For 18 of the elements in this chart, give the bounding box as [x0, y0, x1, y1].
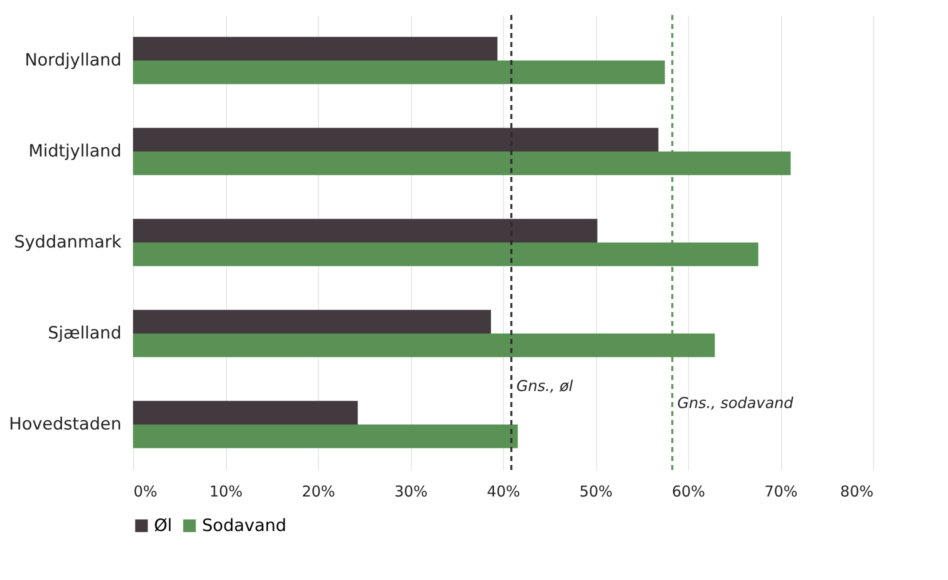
- y-tick-label: Nordjylland: [24, 50, 122, 70]
- x-tick-label: 20%: [302, 482, 336, 500]
- x-tick-label: 30%: [394, 482, 428, 500]
- legend-label: Øl: [154, 516, 172, 536]
- legend-label: Sodavand: [202, 516, 286, 536]
- x-tick-label: 60%: [672, 482, 706, 500]
- y-tick-label: Sjælland: [48, 324, 122, 344]
- y-tick-label: Hovedstaden: [9, 414, 122, 434]
- x-tick-label: 80%: [840, 482, 874, 500]
- y-tick-label: Syddanmark: [14, 232, 122, 252]
- x-tick-label: 70%: [764, 482, 798, 500]
- x-tick-label: 40%: [486, 482, 520, 500]
- y-tick-label: Midtjylland: [28, 142, 122, 162]
- ref-line-label: Gns., sodavand: [677, 394, 794, 412]
- x-tick-label: 0%: [134, 482, 158, 500]
- x-tick-label: 10%: [209, 482, 243, 500]
- x-tick-label: 50%: [579, 482, 613, 500]
- ref-line-label: Gns., øl: [516, 377, 574, 395]
